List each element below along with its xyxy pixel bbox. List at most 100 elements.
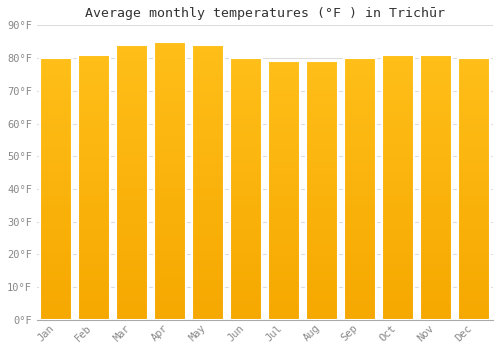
Bar xyxy=(40,313,72,317)
Bar xyxy=(306,242,338,246)
Bar xyxy=(192,176,224,179)
Bar xyxy=(382,280,414,284)
Bar xyxy=(78,214,110,217)
Bar xyxy=(116,306,148,310)
Bar xyxy=(154,52,186,56)
Bar xyxy=(344,281,376,284)
Bar xyxy=(306,119,338,123)
Bar xyxy=(382,81,414,85)
Bar xyxy=(116,217,148,220)
Bar xyxy=(40,114,72,117)
Bar xyxy=(192,203,224,206)
Bar xyxy=(344,300,376,303)
Bar xyxy=(344,88,376,91)
Bar xyxy=(116,293,148,296)
Bar xyxy=(306,139,338,142)
Bar xyxy=(268,87,300,90)
Bar xyxy=(344,278,376,281)
Bar xyxy=(306,191,338,194)
Bar xyxy=(230,100,262,104)
Bar xyxy=(458,169,490,173)
Bar xyxy=(458,251,490,254)
Bar xyxy=(306,64,338,68)
Bar xyxy=(268,158,300,161)
Bar xyxy=(420,290,452,293)
Bar xyxy=(230,258,262,261)
Bar xyxy=(306,171,338,174)
Bar xyxy=(154,181,186,184)
Bar xyxy=(420,128,452,131)
Bar xyxy=(154,184,186,188)
Bar xyxy=(78,284,110,287)
Bar xyxy=(420,277,452,280)
Bar xyxy=(458,81,490,84)
Bar xyxy=(306,310,338,314)
Bar xyxy=(78,94,110,98)
Bar xyxy=(116,52,148,55)
Bar xyxy=(192,220,224,224)
Bar xyxy=(116,117,148,120)
Bar xyxy=(116,234,148,237)
Bar xyxy=(192,293,224,296)
Bar xyxy=(458,199,490,202)
Bar xyxy=(458,124,490,127)
Bar xyxy=(116,313,148,316)
Bar xyxy=(192,131,224,134)
Bar xyxy=(268,77,300,81)
Bar xyxy=(192,316,224,320)
Bar xyxy=(116,83,148,86)
Bar xyxy=(458,143,490,146)
Bar xyxy=(230,124,262,127)
Bar xyxy=(268,217,300,220)
Bar xyxy=(420,174,452,177)
Bar xyxy=(40,271,72,274)
Bar xyxy=(116,199,148,203)
Bar xyxy=(40,166,72,169)
Bar xyxy=(458,215,490,218)
Bar xyxy=(116,179,148,182)
Bar xyxy=(192,120,224,124)
Bar xyxy=(306,161,338,165)
Bar xyxy=(306,213,338,217)
Bar xyxy=(344,202,376,205)
Bar xyxy=(382,164,414,167)
Bar xyxy=(306,236,338,239)
Bar xyxy=(78,181,110,184)
Bar xyxy=(116,279,148,282)
Bar xyxy=(344,120,376,124)
Bar xyxy=(154,306,186,309)
Bar xyxy=(78,264,110,267)
Bar xyxy=(382,71,414,75)
Bar xyxy=(458,146,490,150)
Bar xyxy=(40,127,72,130)
Bar xyxy=(40,294,72,297)
Bar xyxy=(116,93,148,97)
Bar xyxy=(458,290,490,294)
Bar xyxy=(116,224,148,227)
Bar xyxy=(40,189,72,192)
Bar xyxy=(116,176,148,179)
Bar xyxy=(420,68,452,71)
Bar xyxy=(78,237,110,240)
Bar xyxy=(78,131,110,134)
Bar xyxy=(40,254,72,258)
Bar xyxy=(40,228,72,232)
Bar xyxy=(306,126,338,129)
Bar xyxy=(306,275,338,278)
Bar xyxy=(344,150,376,153)
Bar xyxy=(230,58,262,61)
Bar xyxy=(78,124,110,128)
Bar xyxy=(116,131,148,134)
Bar xyxy=(40,58,72,61)
Bar xyxy=(78,267,110,270)
Bar xyxy=(154,202,186,205)
Bar xyxy=(230,133,262,136)
Bar xyxy=(344,215,376,218)
Bar xyxy=(458,97,490,100)
Bar xyxy=(40,281,72,284)
Bar xyxy=(154,309,186,313)
Bar xyxy=(116,258,148,261)
Bar xyxy=(458,222,490,225)
Bar xyxy=(116,316,148,320)
Bar xyxy=(192,310,224,313)
